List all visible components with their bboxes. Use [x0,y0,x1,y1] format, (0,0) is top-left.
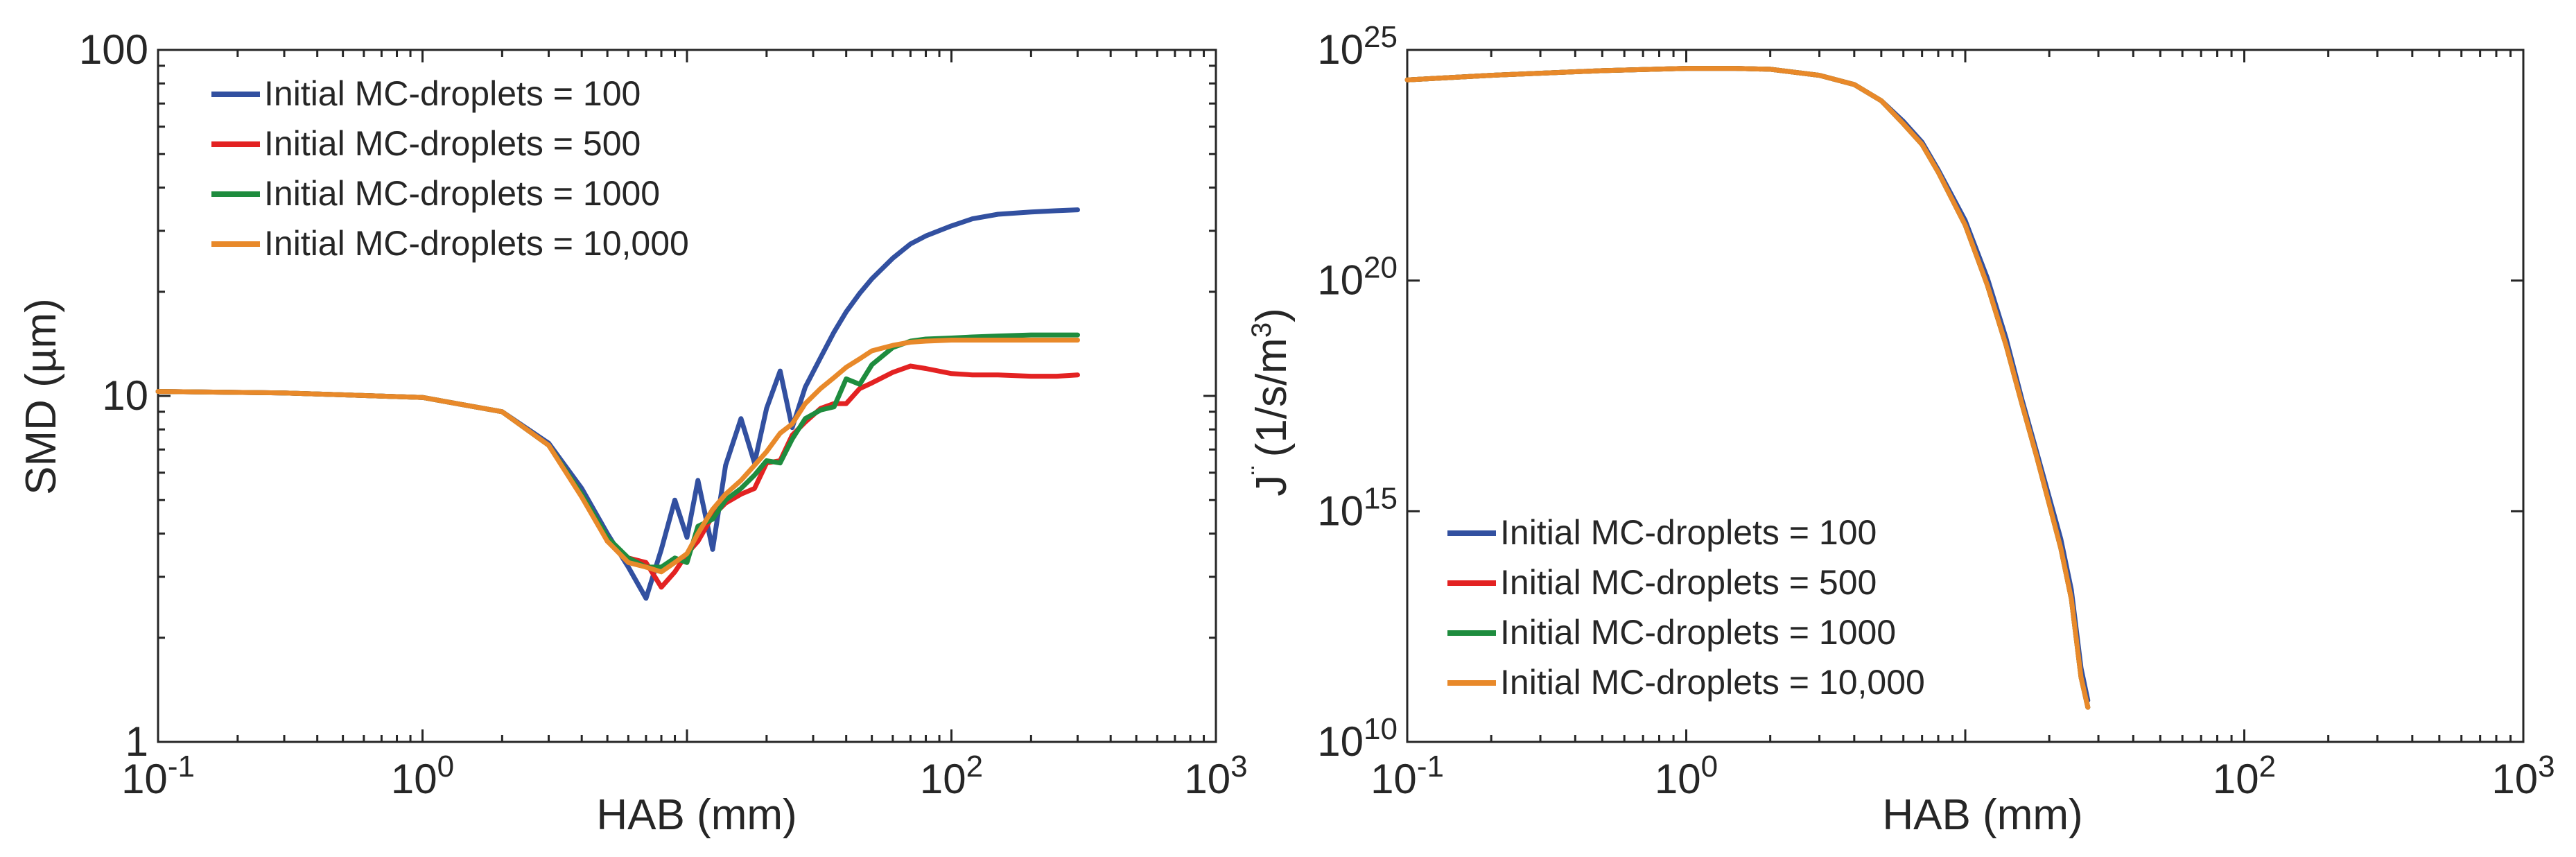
series-line-3 [155,338,1080,575]
x-tick-label: 10-1 [121,750,195,802]
x-tick-exp: 0 [437,750,454,784]
y-tick-label: 1015 [1317,481,1398,534]
right-y-label-units-close: ) [1248,308,1296,322]
legend-label-2: Initial MC-droplets = 1000 [264,174,660,213]
x-tick-label: 102 [2213,750,2276,802]
y-tick-base: 10 [1317,718,1364,765]
right-y-label-units: (1/s/m [1248,338,1296,457]
y-tick-base: 10 [1317,257,1364,304]
x-tick-exp: 2 [966,750,983,784]
x-tick-base: 10 [121,756,168,802]
right-series-group [1404,66,2091,710]
y-tick-label: 100 [79,26,148,73]
left-x-ticks: 10-1 100 102 103 [121,50,1248,802]
series-line-0 [155,207,1080,601]
y-tick-exp: 25 [1364,20,1398,54]
legend-label-0: Initial MC-droplets = 100 [1500,513,1877,552]
x-tick-base: 10 [1655,756,1701,802]
series-line-0 [1404,66,2091,703]
x-tick-base: 10 [391,756,437,802]
x-tick-base: 10 [2491,756,2538,802]
legend-label-2: Initial MC-droplets = 1000 [1500,613,1896,652]
x-tick-base: 10 [2213,756,2259,802]
x-tick-label: 100 [391,750,454,802]
x-tick-label: 100 [1655,750,1718,802]
x-tick-exp: 3 [1230,750,1247,784]
x-tick-exp: 0 [1701,750,1718,784]
legend-label-1: Initial MC-droplets = 500 [264,124,641,163]
legend-label-0: Initial MC-droplets = 100 [264,74,641,113]
x-tick-label: 102 [920,750,983,802]
x-tick-exp: -1 [1417,750,1444,784]
right-legend: Initial MC-droplets = 100 Initial MC-drop… [1447,513,1925,702]
y-tick-label: 1 [125,718,148,765]
y-tick-exp: 20 [1364,251,1398,285]
x-tick-label: 103 [1184,750,1247,802]
left-y-axis-label: SMD (µm) [17,298,65,495]
x-tick-label: 103 [2491,750,2555,802]
left-legend: Initial MC-droplets = 100 Initial MC-drop… [211,74,689,263]
x-tick-label: 10-1 [1370,750,1444,802]
left-x-axis-label: HAB (mm) [596,791,797,839]
y-tick-label: 10 [102,372,148,419]
right-x-axis-label: HAB (mm) [1882,791,2082,839]
y-tick-label: 1020 [1317,251,1398,304]
y-tick-base: 10 [1317,26,1364,73]
y-tick-label: 1025 [1317,20,1398,73]
y-tick-exp: 10 [1364,712,1398,746]
right-x-ticks: 10-1 100 102 103 [1370,50,2555,802]
right-y-label-units-exp: 3 [1246,322,1277,338]
x-tick-base: 10 [920,756,966,802]
y-tick-base: 10 [1317,487,1364,534]
series-line-1 [1404,66,2091,710]
y-tick-exp: 15 [1364,481,1398,515]
y-tick-label: 1010 [1317,712,1398,765]
right-y-label-dots: ¨ [1246,465,1277,474]
left-y-ticks: 1 10 100 [79,26,1216,765]
right-y-label-symbol: J [1248,475,1296,496]
right-y-axis-label: J¨ (1/s/m3) [1246,308,1296,496]
x-tick-exp: -1 [168,750,195,784]
x-tick-exp: 3 [2538,750,2555,784]
series-line-3 [1404,66,2091,710]
x-tick-exp: 2 [2259,750,2276,784]
legend-label-3: Initial MC-droplets = 10,000 [1500,663,1925,702]
series-line-2 [1404,66,2091,710]
x-tick-base: 10 [1370,756,1417,802]
x-tick-base: 10 [1184,756,1230,802]
left-series-group [155,207,1080,601]
legend-label-3: Initial MC-droplets = 10,000 [264,224,689,263]
legend-label-1: Initial MC-droplets = 500 [1500,563,1877,602]
